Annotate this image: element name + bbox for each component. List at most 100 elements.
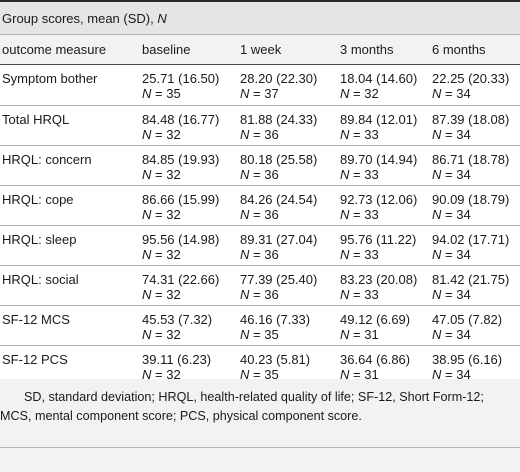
sample-size: N = 35 <box>240 367 340 382</box>
cell-1-week: 81.88 (24.33) N = 36 <box>240 105 340 145</box>
sample-size: N = 34 <box>432 287 520 302</box>
sample-size: N = 32 <box>142 287 240 302</box>
cell-1-week: 80.18 (25.58) N = 36 <box>240 145 340 185</box>
mean-sd-value: 81.42 (21.75) <box>432 271 510 287</box>
n-symbol: N <box>340 126 350 142</box>
n-symbol: N <box>142 126 152 142</box>
n-symbol: N <box>142 286 152 302</box>
mean-sd-value: 90.09 (18.79) <box>432 191 510 207</box>
footnote-band <box>0 379 520 472</box>
header-3-months: 3 months <box>340 42 394 57</box>
caption-n-symbol: N <box>157 11 167 26</box>
mean-sd-value: 40.23 (5.81) <box>240 351 311 367</box>
sample-size: N = 34 <box>432 327 520 342</box>
row-label: Symptom bother <box>2 71 98 86</box>
header-row: outcome measure baseline 1 week 3 months… <box>0 34 520 65</box>
mean-sd-value: 94.02 (17.71) <box>432 231 510 247</box>
cell-6-months: 87.39 (18.08) N = 34 <box>432 105 520 145</box>
n-value: = 32 <box>155 246 181 262</box>
sample-size: N = 32 <box>142 247 240 262</box>
mean-sd-value: 45.53 (7.32) <box>142 311 213 327</box>
mean-sd-value: 25.71 (16.50) <box>142 71 220 86</box>
mean-sd-value: 38.95 (6.16) <box>432 351 503 367</box>
n-symbol: N <box>142 326 152 342</box>
cell-baseline: 86.66 (15.99) N = 32 <box>142 185 240 225</box>
mean-sd-value: 84.85 (19.93) <box>142 151 220 167</box>
mean-sd-value: 47.05 (7.82) <box>432 311 503 327</box>
cell-1-week: 40.23 (5.81) N = 35 <box>240 345 340 385</box>
n-symbol: N <box>432 86 442 101</box>
n-symbol: N <box>432 366 442 382</box>
n-value: = 33 <box>353 246 379 262</box>
cell-baseline: 39.11 (6.23) N = 32 <box>142 345 240 385</box>
n-symbol: N <box>432 126 442 142</box>
sample-size: N = 33 <box>340 287 432 302</box>
cell-6-months: 38.95 (6.16) N = 34 <box>432 345 520 385</box>
row-label: Total HRQL <box>2 111 70 127</box>
n-symbol: N <box>432 246 442 262</box>
mean-sd-value: 89.31 (27.04) <box>240 231 318 247</box>
n-symbol: N <box>340 366 350 382</box>
bottom-rule <box>0 447 520 448</box>
table-row: Total HRQL 84.48 (16.77) N = 32 81.88 (24.3… <box>0 105 520 145</box>
n-value: = 34 <box>445 366 471 382</box>
cell-3-months: 83.23 (20.08) N = 33 <box>340 265 432 305</box>
sample-size: N = 33 <box>340 167 432 182</box>
n-value: = 32 <box>155 166 181 182</box>
sample-size: N = 34 <box>432 86 520 101</box>
sample-size: N = 36 <box>240 167 340 182</box>
row-label: SF-12 PCS <box>2 351 68 367</box>
n-symbol: N <box>142 166 152 182</box>
n-value: = 36 <box>253 246 279 262</box>
n-value: = 33 <box>353 166 379 182</box>
mean-sd-value: 89.70 (14.94) <box>340 151 418 167</box>
sample-size: N = 36 <box>240 207 340 222</box>
header-outcome-measure: outcome measure <box>2 42 107 57</box>
sample-size: N = 32 <box>142 207 240 222</box>
n-value: = 33 <box>353 206 379 222</box>
n-value: = 36 <box>253 206 279 222</box>
sample-size: N = 34 <box>432 367 520 382</box>
cell-3-months: 95.76 (11.22) N = 33 <box>340 225 432 265</box>
cell-6-months: 22.25 (20.33) N = 34 <box>432 65 520 105</box>
cell-6-months: 81.42 (21.75) N = 34 <box>432 265 520 305</box>
n-value: = 36 <box>253 126 279 142</box>
sample-size: N = 36 <box>240 127 340 142</box>
cell-3-months: 92.73 (12.06) N = 33 <box>340 185 432 225</box>
cell-6-months: 94.02 (17.71) N = 34 <box>432 225 520 265</box>
cell-3-months: 49.12 (6.69) N = 31 <box>340 305 432 345</box>
sample-size: N = 34 <box>432 207 520 222</box>
n-symbol: N <box>240 166 250 182</box>
sample-size: N = 33 <box>340 127 432 142</box>
n-symbol: N <box>240 286 250 302</box>
row-label: SF-12 MCS <box>2 311 70 327</box>
table-row: HRQL: sleep 95.56 (14.98) N = 32 89.31 (27.… <box>0 225 520 265</box>
header-baseline: baseline <box>142 42 191 57</box>
table-row: HRQL: social 74.31 (22.66) N = 32 77.39 (25… <box>0 265 520 305</box>
n-value: = 35 <box>253 326 279 342</box>
n-symbol: N <box>142 246 152 262</box>
table-footnote: SD, standard deviation; HRQL, health-rel… <box>0 390 484 423</box>
n-value: = 34 <box>445 286 471 302</box>
n-value: = 31 <box>353 326 379 342</box>
mean-sd-value: 95.56 (14.98) <box>142 231 220 247</box>
mean-sd-value: 22.25 (20.33) <box>432 71 510 86</box>
sample-size: N = 36 <box>240 287 340 302</box>
mean-sd-value: 81.88 (24.33) <box>240 111 318 127</box>
sample-size: N = 34 <box>432 167 520 182</box>
n-symbol: N <box>240 326 250 342</box>
n-value: = 33 <box>353 286 379 302</box>
sample-size: N = 36 <box>240 247 340 262</box>
sample-size: N = 34 <box>432 127 520 142</box>
mean-sd-value: 92.73 (12.06) <box>340 191 418 207</box>
mean-sd-value: 84.26 (24.54) <box>240 191 318 207</box>
mean-sd-value: 28.20 (22.30) <box>240 71 318 86</box>
sample-size: N = 31 <box>340 327 432 342</box>
header-6-months: 6 months <box>432 42 486 57</box>
top-rule <box>0 0 520 2</box>
mean-sd-value: 86.66 (15.99) <box>142 191 220 207</box>
cell-6-months: 47.05 (7.82) N = 34 <box>432 305 520 345</box>
sample-size: N = 32 <box>142 127 240 142</box>
n-symbol: N <box>240 86 250 101</box>
